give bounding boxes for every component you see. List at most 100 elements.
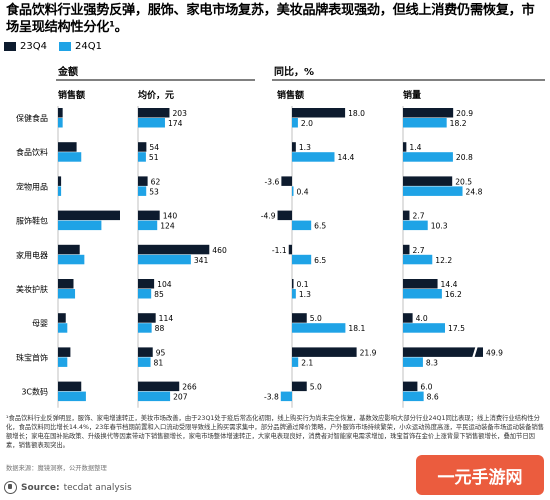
- bar-sales-q4-health-food: [58, 108, 63, 118]
- bar-sales-q1-apparel: [58, 220, 102, 231]
- panel-header-volume_yoy: 销量: [403, 89, 421, 101]
- bar-price-q1-health-food: [138, 118, 165, 128]
- data-label-price-q4-pet-supplies: 62: [151, 177, 161, 186]
- data-label-volume_yoy-q1-apparel: 10.3: [431, 222, 448, 231]
- bar-sales-q4-electronics: [58, 381, 82, 392]
- category-label-food-beverage: 食品饮料: [16, 147, 48, 157]
- data-label-volume_yoy-q1-baby: 17.5: [448, 324, 465, 333]
- data-label-volume_yoy-q4-baby: 4.0: [416, 314, 428, 323]
- bar-volume_yoy-q4-electronics: [403, 381, 418, 392]
- legend-label-24q1: 24Q1: [74, 41, 102, 52]
- footnote: ¹食品饮料行业反弹明显，服饰、家电增速转正，美妆市场改善，由于23Q1处于疫后常…: [6, 415, 545, 449]
- bar-sales_yoy-q4-apparel: [277, 210, 292, 221]
- data-label-sales_yoy-q1-electronics: -3.8: [264, 393, 279, 402]
- data-label-price-q4-electronics: 266: [182, 383, 197, 392]
- legend-swatch-24q1: [58, 42, 71, 51]
- data-label-price-q4-food-beverage: 54: [149, 143, 159, 152]
- bar-price-q4-electronics: [138, 381, 180, 392]
- data-label-volume_yoy-q4-appliances: 2.7: [412, 246, 424, 255]
- bar-volume_yoy-q1-baby: [403, 323, 445, 333]
- bar-sales-q1-jewelry: [58, 357, 68, 367]
- data-label-sales_yoy-q1-beauty: 1.3: [299, 290, 311, 299]
- data-label-volume_yoy-q1-food-beverage: 20.8: [456, 153, 473, 162]
- data-label-volume_yoy-q1-electronics: 8.6: [427, 393, 439, 402]
- data-label-volume_yoy-q1-pet-supplies: 24.8: [466, 187, 483, 196]
- bar-sales-q4-jewelry: [58, 347, 71, 357]
- legend-swatch-23q4: [4, 42, 16, 51]
- bar-sales-q4-pet-supplies: [58, 176, 62, 186]
- data-label-sales_yoy-q1-food-beverage: 14.4: [337, 153, 354, 162]
- bar-price-q1-apparel: [138, 220, 158, 231]
- bar-volume_yoy-q4-food-beverage: [403, 142, 407, 152]
- bar-sales_yoy-q4-baby: [292, 313, 307, 323]
- bar-price-q1-food-beverage: [138, 152, 146, 162]
- data-label-sales_yoy-q1-appliances: 6.5: [314, 256, 326, 265]
- bar-sales_yoy-q4-appliances: [288, 244, 292, 255]
- bar-sales_yoy-q4-jewelry: [292, 347, 357, 357]
- category-label-apparel: 服饰鞋包: [16, 216, 48, 226]
- legend: 23Q4 24Q1: [4, 41, 114, 52]
- bar-price-q1-beauty: [138, 289, 152, 299]
- data-label-volume_yoy-q4-apparel: 2.7: [412, 212, 424, 221]
- data-label-price-q4-jewelry: 95: [156, 348, 166, 357]
- bar-sales_yoy-q1-electronics: [280, 391, 292, 402]
- bar-price-q4-apparel: [138, 210, 160, 221]
- bar-volume_yoy-q4-appliances: [403, 244, 410, 255]
- bar-sales_yoy-q1-pet-supplies: [292, 186, 294, 196]
- legend-item-24q1: 24Q1: [58, 41, 102, 52]
- bar-sales_yoy-q4-food-beverage: [292, 142, 296, 152]
- bar-price-q4-jewelry: [138, 347, 153, 357]
- source-line: Source: tecdat analysis: [4, 481, 132, 494]
- data-label-volume_yoy-q4-pet-supplies: 20.5: [455, 177, 472, 186]
- data-label-price-q1-food-beverage: 51: [149, 153, 159, 162]
- data-label-sales_yoy-q4-beauty: 0.1: [297, 280, 309, 289]
- bar-price-q1-electronics: [138, 391, 171, 402]
- panel-header-sales_yoy: 销售额: [277, 89, 304, 101]
- bar-sales-q1-pet-supplies: [58, 186, 62, 196]
- chart-title: 食品饮料行业强势反弹，服饰、家电市场复苏，美妆品牌表现强劲，但线上消费仍需恢复，…: [6, 3, 535, 35]
- data-label-sales_yoy-q4-health-food: 18.0: [348, 109, 365, 118]
- data-label-sales_yoy-q4-jewelry: 21.9: [360, 348, 377, 357]
- bar-sales-q1-baby: [58, 323, 68, 333]
- category-label-pet-supplies: 宠物用品: [16, 181, 48, 191]
- bar-sales_yoy-q4-health-food: [292, 108, 346, 118]
- bar-sales_yoy-q4-electronics: [292, 381, 307, 392]
- bar-price-q4-appliances: [138, 244, 210, 255]
- bar-volume_yoy-q1-food-beverage: [403, 152, 453, 162]
- bar-volume_yoy-q1-pet-supplies: [403, 186, 463, 196]
- data-label-price-q4-apparel: 140: [163, 212, 178, 221]
- data-label-volume_yoy-q4-electronics: 6.0: [420, 383, 432, 392]
- source-name: tecdat analysis: [63, 482, 132, 493]
- category-label-beauty: 美妆护肤: [16, 284, 48, 294]
- data-label-price-q1-baby: 88: [155, 324, 165, 333]
- bar-sales-q1-food-beverage: [58, 152, 82, 162]
- data-label-volume_yoy-q4-jewelry: 49.9: [486, 348, 503, 357]
- bar-sales-q1-appliances: [58, 254, 85, 265]
- bar-price-q4-pet-supplies: [138, 176, 148, 186]
- bar-volume_yoy-q1-beauty: [403, 289, 442, 299]
- data-label-price-q4-beauty: 104: [157, 280, 172, 289]
- data-source-note: 数据来源：魔镜洞察，公开数据整理: [6, 465, 107, 472]
- data-label-sales_yoy-q4-appliances: -1.1: [272, 246, 287, 255]
- bar-volume_yoy-q1-health-food: [403, 118, 447, 128]
- watermark-logo: 一元手游网: [416, 455, 544, 495]
- data-label-price-q4-baby: 114: [159, 314, 174, 323]
- data-label-volume_yoy-q1-beauty: 16.2: [445, 290, 462, 299]
- bar-volume_yoy-q4-pet-supplies: [403, 176, 453, 186]
- data-label-price-q1-appliances: 341: [194, 256, 209, 265]
- category-label-appliances: 家用电器: [16, 250, 48, 260]
- data-label-sales_yoy-q1-apparel: 6.5: [314, 222, 326, 231]
- bar-price-q1-pet-supplies: [138, 186, 147, 196]
- bar-volume_yoy-q1-electronics: [403, 391, 424, 402]
- panel-header-price: 均价，元: [138, 89, 174, 101]
- data-label-sales_yoy-q4-electronics: 5.0: [310, 383, 322, 392]
- bar-sales-q4-apparel: [58, 210, 120, 221]
- data-label-volume_yoy-q4-food-beverage: 1.4: [409, 143, 421, 152]
- bar-sales_yoy-q4-beauty: [292, 279, 294, 289]
- panel-header-sales: 销售额: [58, 89, 85, 101]
- data-label-price-q1-jewelry: 81: [154, 358, 164, 367]
- data-label-sales_yoy-q4-baby: 5.0: [310, 314, 322, 323]
- data-label-volume_yoy-q1-appliances: 12.2: [435, 256, 452, 265]
- bar-price-q1-appliances: [138, 254, 191, 265]
- data-label-volume_yoy-q4-beauty: 14.4: [441, 280, 458, 289]
